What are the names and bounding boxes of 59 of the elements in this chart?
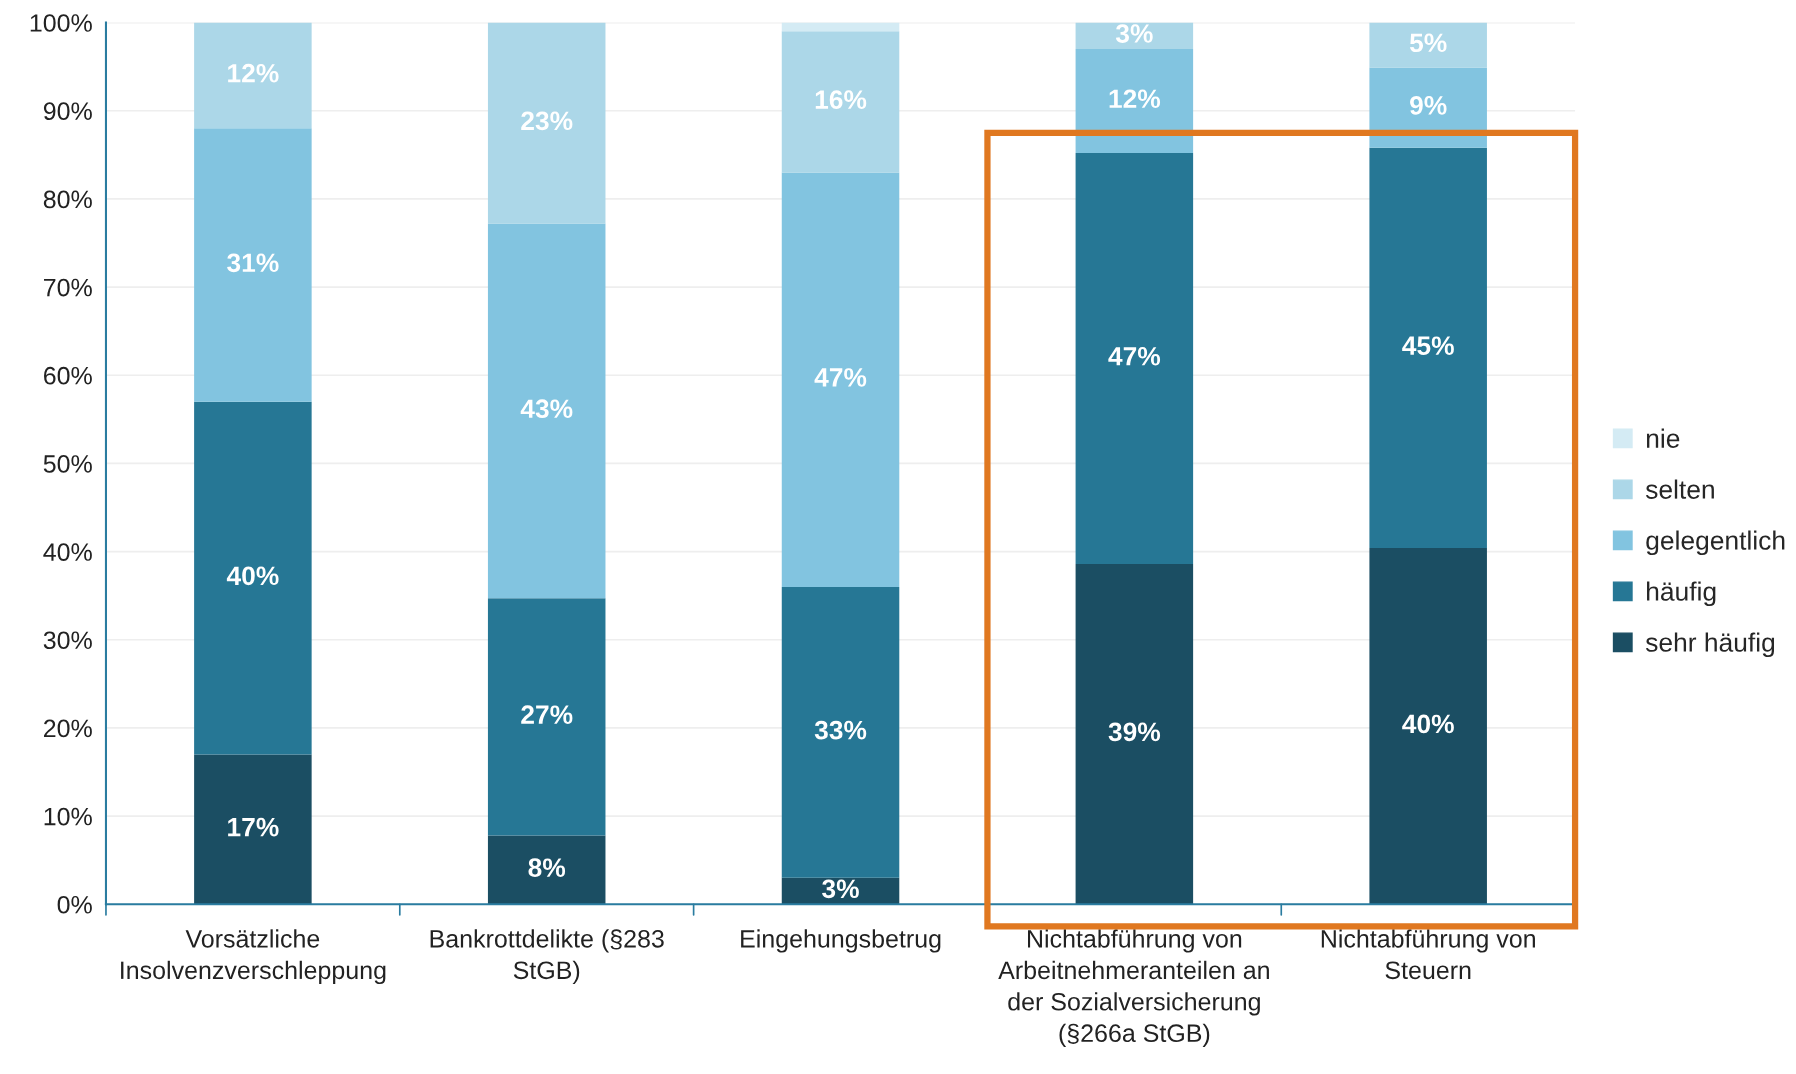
bar — [1369, 22, 1487, 68]
data-label: 3% — [822, 879, 859, 899]
y-tick-label: 0% — [57, 895, 92, 914]
legend-label: sehr häufig — [1645, 632, 1775, 658]
data-label: 40% — [226, 566, 279, 586]
bar — [1369, 147, 1487, 549]
x-tick-label: Nichtabführung von Arbeitnehmeranteilen an der Sozialversicherung (§266a StGB) — [998, 929, 1269, 1047]
data-label: 12% — [1109, 89, 1161, 109]
data-label: 9% — [1410, 96, 1447, 115]
data-label: 27% — [521, 705, 573, 724]
x-tick-label: Vorsätzliche Insolvenzverschleppung — [121, 929, 386, 985]
data-label: 17% — [228, 817, 279, 837]
bar — [1075, 563, 1194, 905]
x-tick-label: Bankrottdelikte (§283 StGB) — [430, 929, 664, 985]
data-label: 47% — [1108, 346, 1161, 366]
bar — [781, 22, 900, 32]
data-label: 40% — [1402, 714, 1454, 734]
data-label: 31% — [227, 253, 279, 273]
y-tick-label: 90% — [43, 102, 92, 121]
data-label: 5% — [1409, 33, 1447, 53]
data-label: 23% — [521, 111, 573, 131]
data-label: 16% — [815, 90, 867, 109]
bar — [194, 754, 312, 905]
data-label: 8% — [528, 858, 566, 877]
y-tick-label: 40% — [43, 543, 92, 561]
bar — [1075, 49, 1194, 154]
legend-label: nie — [1646, 428, 1680, 448]
y-tick-label: 30% — [43, 631, 92, 650]
data-label: 43% — [520, 399, 573, 419]
bar — [194, 401, 312, 755]
bar — [781, 586, 900, 878]
data-label: 47% — [814, 368, 867, 387]
bar — [194, 128, 312, 402]
legend-label: selten — [1645, 479, 1714, 499]
x-tick-label: Nichtabführung von Steuern — [1321, 929, 1535, 980]
y-tick-label: 70% — [44, 278, 92, 297]
bar — [487, 598, 606, 836]
data-label: 3% — [1115, 24, 1153, 43]
bar — [781, 31, 900, 173]
bar — [487, 835, 606, 905]
bar — [781, 172, 900, 587]
bar — [487, 22, 606, 224]
y-tick-label: 50% — [43, 455, 92, 473]
data-label: 33% — [814, 720, 867, 740]
y-tick-label: 60% — [44, 366, 92, 385]
data-label: 39% — [1108, 722, 1161, 742]
legend-label: gelegentlich — [1646, 530, 1785, 556]
bar — [487, 223, 606, 599]
legend-label: häufig — [1647, 581, 1716, 607]
data-label: 12% — [228, 63, 279, 83]
x-tick-label: Eingehungsbetrug — [741, 929, 941, 953]
y-tick-label: 100% — [30, 14, 92, 32]
bar — [1369, 548, 1487, 905]
y-tick-label: 80% — [43, 190, 92, 209]
data-label: 45% — [1402, 336, 1454, 355]
y-tick-label: 10% — [44, 807, 92, 826]
y-tick-label: 20% — [43, 719, 92, 738]
bar — [194, 22, 312, 129]
bar — [1075, 153, 1194, 564]
